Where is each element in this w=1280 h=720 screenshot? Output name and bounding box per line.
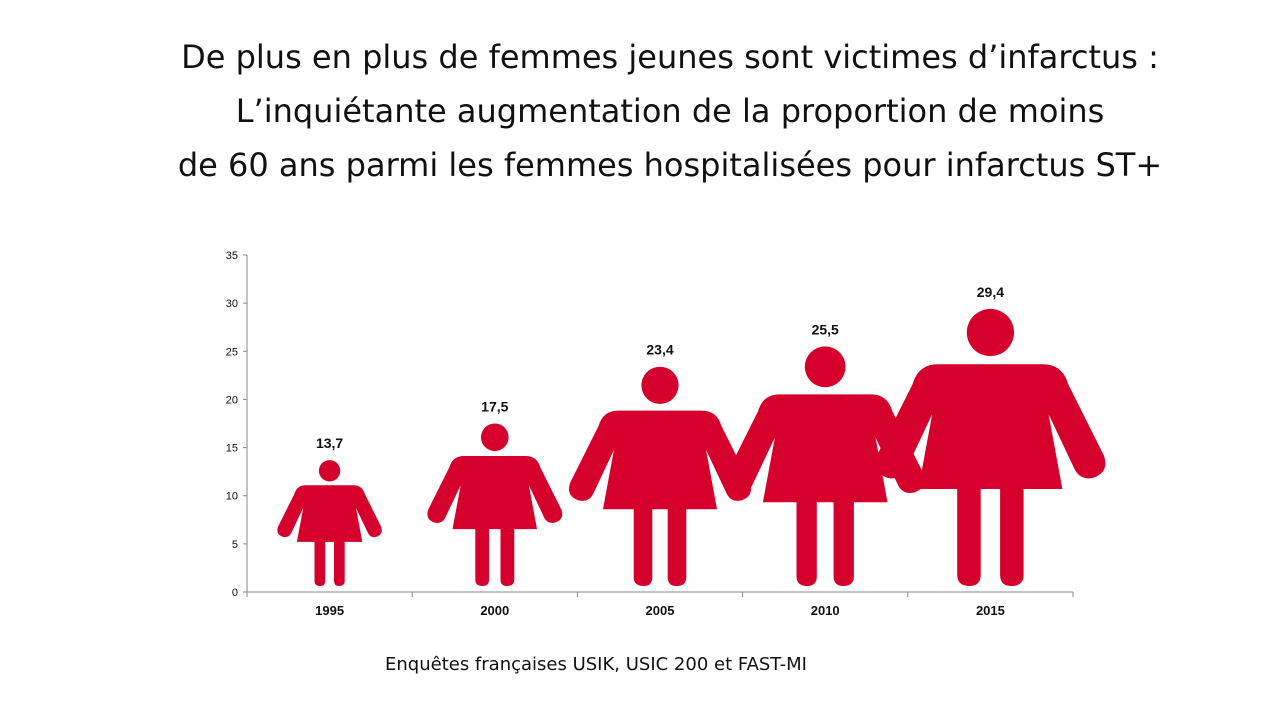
figure-body	[569, 410, 751, 586]
title-line-1: De plus en plus de femmes jeunes sont vi…	[181, 38, 1159, 76]
x-tick-label: 2000	[480, 603, 509, 618]
value-label: 29,4	[977, 284, 1004, 300]
x-tick-label: 1995	[315, 603, 344, 618]
value-label: 23,4	[646, 342, 673, 358]
x-tick-label: 2010	[811, 603, 840, 618]
figure-body	[277, 485, 382, 586]
figure-head	[318, 460, 341, 482]
y-tick-label: 10	[226, 491, 238, 503]
y-tick-label: 15	[226, 443, 238, 455]
figure-head	[481, 423, 509, 452]
woman-figure-2005	[569, 366, 751, 586]
y-tick-label: 30	[226, 298, 238, 310]
y-tick-label: 25	[226, 346, 238, 358]
figure-body	[725, 394, 925, 586]
source-note: Enquêtes françaises USIK, USIC 200 et FA…	[385, 654, 807, 675]
y-tick-label: 0	[232, 587, 238, 599]
y-tick-label: 5	[232, 539, 238, 551]
y-tick-label: 35	[226, 250, 238, 262]
figure-body	[875, 364, 1106, 586]
figure-head	[966, 308, 1015, 357]
value-label: 13,7	[316, 435, 343, 451]
figure-head	[641, 366, 679, 404]
value-label: 25,5	[812, 322, 839, 338]
woman-figure-1995	[277, 460, 382, 586]
woman-figure-2015	[875, 308, 1106, 586]
title-line-2: L’inquiétante augmentation de la proport…	[235, 92, 1105, 130]
title-line-3: de 60 ans parmi les femmes hospitalisées…	[177, 146, 1163, 184]
x-tick-label: 2005	[646, 603, 675, 618]
figure-head	[804, 346, 846, 388]
woman-figure-2010	[725, 346, 925, 586]
chart-title: De plus en plus de femmes jeunes sont vi…	[40, 30, 1280, 192]
value-label: 17,5	[481, 399, 508, 415]
x-tick-label: 2015	[976, 603, 1005, 618]
woman-figure-2000	[427, 423, 563, 586]
y-tick-label: 20	[226, 394, 238, 406]
figure-body	[427, 456, 563, 586]
